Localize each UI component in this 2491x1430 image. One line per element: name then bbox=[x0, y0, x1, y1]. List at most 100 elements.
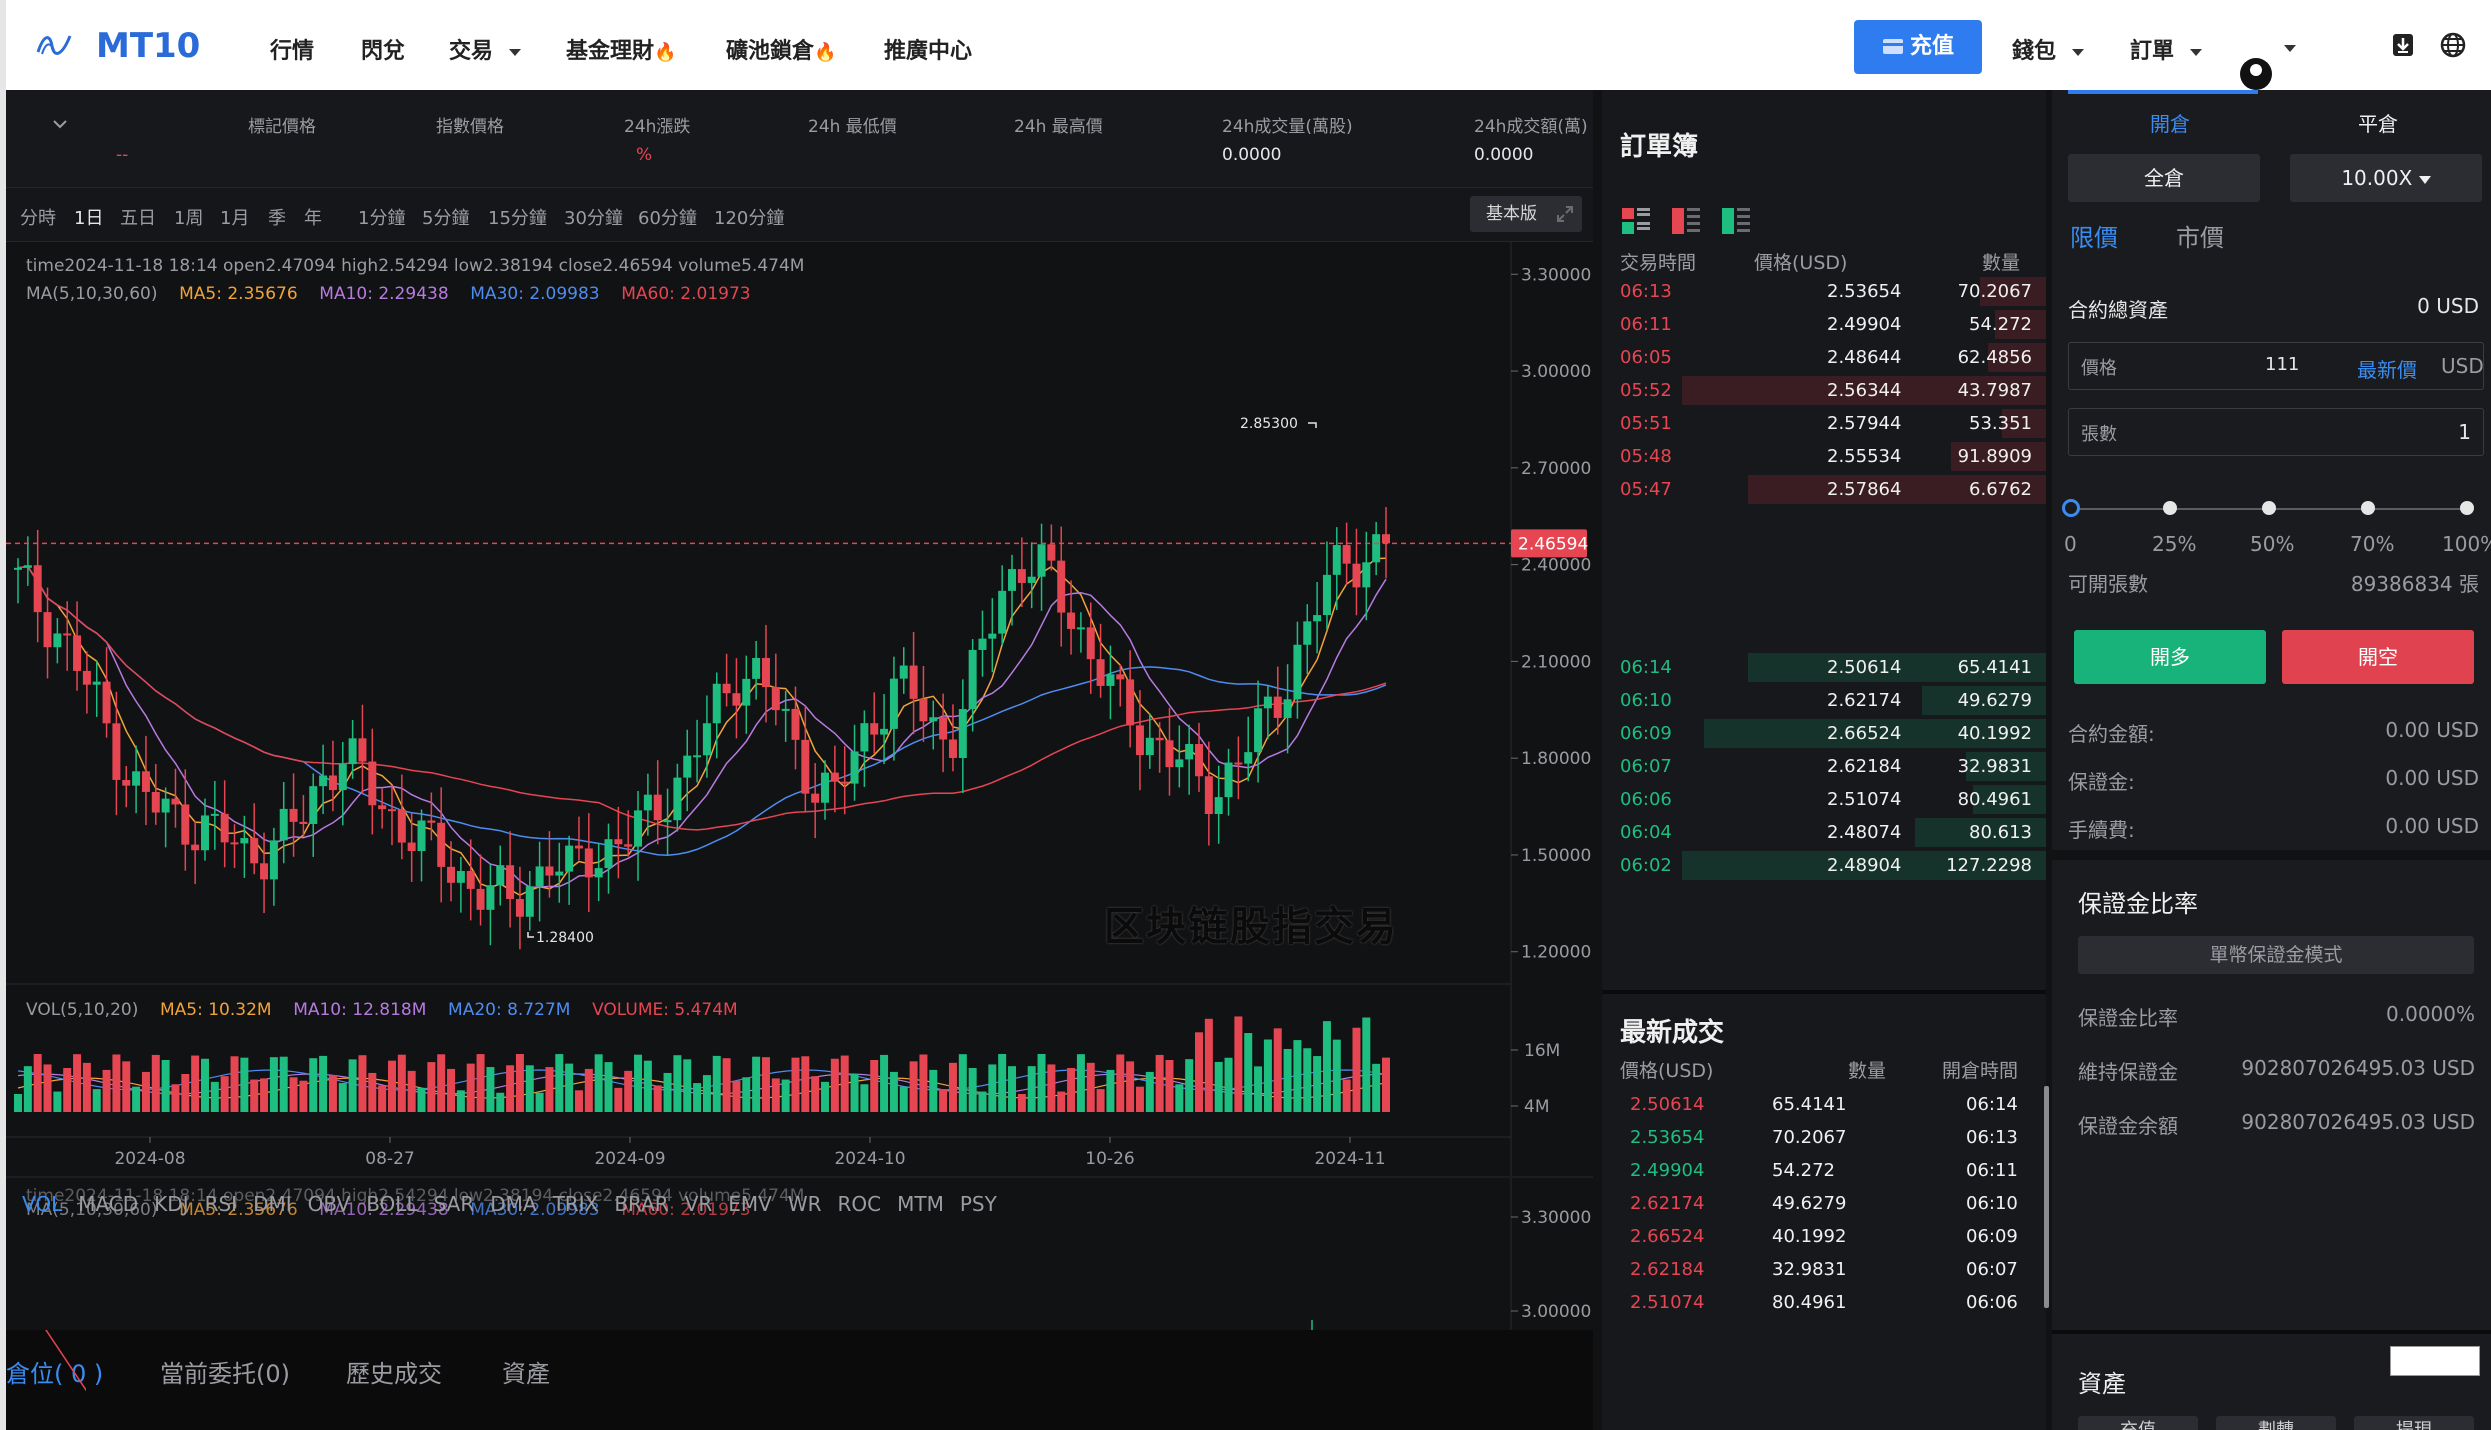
volume-bar bbox=[1283, 1048, 1292, 1112]
transfer-button[interactable]: 劃轉 bbox=[2216, 1416, 2336, 1430]
open-short-button[interactable]: 開空 bbox=[2282, 630, 2474, 684]
tab-positions[interactable]: 倉位( 0 ) bbox=[6, 1360, 104, 1388]
order-price: 2.66524 bbox=[1827, 723, 1902, 744]
tab-history[interactable]: 歷史成交 bbox=[346, 1360, 442, 1388]
indicator-tab-trix[interactable]: TRIX bbox=[552, 1192, 599, 1216]
period-5d[interactable]: 五日 bbox=[120, 208, 156, 229]
indicator-tab-macd[interactable]: MACD bbox=[78, 1192, 139, 1216]
leverage-button[interactable]: 10.00X bbox=[2290, 154, 2482, 202]
indicator-tab-vr[interactable]: VR bbox=[684, 1192, 713, 1216]
nav-swap[interactable]: 閃兌 bbox=[361, 39, 406, 64]
indicator-tab-dma[interactable]: DMA bbox=[490, 1192, 537, 1216]
interval-120m[interactable]: 120分鐘 bbox=[714, 208, 785, 229]
slider-handle[interactable] bbox=[2062, 499, 2080, 517]
bid-row[interactable]: 06:02 2.48904 127.2298 bbox=[1602, 850, 2046, 880]
book-both-icon[interactable] bbox=[1622, 208, 1650, 234]
order-type-limit[interactable]: 限價 bbox=[2070, 224, 2118, 252]
interval-5m[interactable]: 5分鐘 bbox=[422, 208, 470, 229]
slider-stop-100[interactable] bbox=[2460, 501, 2474, 515]
candle-body bbox=[673, 777, 682, 821]
order-type-market[interactable]: 市價 bbox=[2176, 224, 2224, 252]
download-icon[interactable] bbox=[2390, 32, 2416, 58]
trades-scrollbar[interactable] bbox=[2044, 1086, 2049, 1308]
chevron-down-icon[interactable] bbox=[2284, 45, 2296, 52]
period-year[interactable]: 年 bbox=[304, 208, 322, 229]
nav-promotion[interactable]: 推廣中心 bbox=[884, 39, 973, 64]
interval-60m[interactable]: 60分鐘 bbox=[638, 208, 697, 229]
nav-wallet[interactable]: 錢包 bbox=[2012, 33, 2085, 65]
ask-row[interactable]: 06:11 2.49904 54.272 bbox=[1602, 309, 2046, 339]
indicator-tab-psy[interactable]: PSY bbox=[959, 1192, 997, 1216]
indicator-tab-wr[interactable]: WR bbox=[787, 1192, 822, 1216]
period-1w[interactable]: 1周 bbox=[174, 208, 204, 229]
indicator-tab-rsi[interactable]: RSI bbox=[204, 1192, 238, 1216]
ask-row[interactable]: 06:13 2.53654 70.2067 bbox=[1602, 276, 2046, 306]
indicator-tab-obv[interactable]: OBV bbox=[307, 1192, 351, 1216]
interval-15m[interactable]: 15分鐘 bbox=[488, 208, 547, 229]
ask-row[interactable]: 05:47 2.57864 6.6762 bbox=[1602, 474, 2046, 504]
deposit-button[interactable]: 充值 bbox=[2078, 1416, 2198, 1430]
lots-input[interactable]: 張數 1 bbox=[2068, 408, 2484, 456]
indicator-tab-vol[interactable]: VOL bbox=[22, 1192, 63, 1216]
ask-row[interactable]: 05:48 2.55534 91.8909 bbox=[1602, 441, 2046, 471]
nav-pool[interactable]: 礦池鎖倉🔥 bbox=[726, 33, 836, 65]
interval-1m[interactable]: 1分鐘 bbox=[358, 208, 406, 229]
margin-mode-button[interactable]: 全倉 bbox=[2068, 154, 2260, 202]
depth-bar bbox=[1682, 851, 2046, 880]
nav-trade[interactable]: 交易 bbox=[449, 33, 522, 65]
indicator-tab-emv[interactable]: EMV bbox=[728, 1192, 772, 1216]
volume-bar bbox=[1057, 1091, 1066, 1112]
ohlc-info: time2024-11-18 18:14 open2.47094 high2.5… bbox=[26, 256, 805, 276]
price-input[interactable]: 價格 111 最新價 USD bbox=[2068, 342, 2484, 390]
ask-row[interactable]: 05:52 2.56344 43.7987 bbox=[1602, 375, 2046, 405]
indicator-tab-mtm[interactable]: MTM bbox=[897, 1192, 944, 1216]
tab-open-orders[interactable]: 當前委托(0) bbox=[160, 1360, 290, 1388]
withdraw-button[interactable]: 提現 bbox=[2354, 1416, 2474, 1430]
globe-icon[interactable] bbox=[2440, 32, 2466, 58]
kline-chart[interactable]: time2024-11-18 18:14 open2.47094 high2.5… bbox=[6, 242, 1593, 1330]
book-asks-icon[interactable] bbox=[1672, 208, 1700, 234]
nav-orders[interactable]: 訂單 bbox=[2130, 33, 2203, 65]
indicator-tab-dmi[interactable]: DMI bbox=[253, 1192, 292, 1216]
tab-assets[interactable]: 資產 bbox=[502, 1360, 550, 1388]
nav-fund[interactable]: 基金理財🔥 bbox=[566, 33, 676, 65]
bid-row[interactable]: 06:10 2.62174 49.6279 bbox=[1602, 685, 2046, 715]
nav-market[interactable]: 行情 bbox=[270, 39, 315, 64]
slider-stop-50[interactable] bbox=[2262, 501, 2276, 515]
basic-version-button[interactable]: 基本版 bbox=[1470, 196, 1582, 232]
book-bids-icon[interactable] bbox=[1722, 208, 1750, 234]
chevron-down-icon[interactable] bbox=[52, 118, 68, 130]
user-avatar-icon[interactable] bbox=[2240, 58, 2272, 90]
period-timeshare[interactable]: 分時 bbox=[20, 208, 56, 229]
recharge-button[interactable]: 充值 bbox=[1854, 20, 1982, 74]
contract-amount-value: 0.00 USD bbox=[2385, 718, 2479, 742]
bid-row[interactable]: 06:06 2.51074 80.4961 bbox=[1602, 784, 2046, 814]
bid-row[interactable]: 06:07 2.62184 32.9831 bbox=[1602, 751, 2046, 781]
period-1d[interactable]: 1日 bbox=[74, 208, 104, 229]
volume-bar bbox=[948, 1062, 957, 1112]
period-1m[interactable]: 1月 bbox=[220, 208, 250, 229]
bid-row[interactable]: 06:09 2.66524 40.1992 bbox=[1602, 718, 2046, 748]
indicator-tab-kdj[interactable]: KDJ bbox=[154, 1192, 189, 1216]
indicator-tab-brar[interactable]: BRAR bbox=[614, 1192, 669, 1216]
tab-open[interactable]: 開倉 bbox=[2150, 112, 2190, 136]
volume-bar bbox=[1135, 1086, 1144, 1112]
indicator-tab-boll[interactable]: BOLL bbox=[366, 1192, 418, 1216]
bid-row[interactable]: 06:14 2.50614 65.4141 bbox=[1602, 652, 2046, 682]
interval-30m[interactable]: 30分鐘 bbox=[564, 208, 623, 229]
tab-close[interactable]: 平倉 bbox=[2358, 112, 2398, 136]
latest-price-link[interactable]: 最新價 bbox=[2357, 358, 2417, 382]
latest-trades: 最新成交 價格(USD) 數量 開倉時間 2.50614 65.4141 06:14… bbox=[1602, 990, 2046, 1430]
slider-stop-25[interactable] bbox=[2163, 501, 2177, 515]
slider-stop-70[interactable] bbox=[2361, 501, 2375, 515]
bid-row[interactable]: 06:04 2.48074 80.613 bbox=[1602, 817, 2046, 847]
single-margin-mode-button[interactable]: 單幣保證金模式 bbox=[2078, 936, 2474, 974]
ask-row[interactable]: 05:51 2.57944 53.351 bbox=[1602, 408, 2046, 438]
logo-text[interactable]: MT10 bbox=[96, 26, 201, 66]
indicator-tab-roc[interactable]: ROC bbox=[837, 1192, 882, 1216]
ask-row[interactable]: 06:05 2.48644 62.4856 bbox=[1602, 342, 2046, 372]
indicator-tab-sar[interactable]: SAR bbox=[433, 1192, 475, 1216]
candle-body bbox=[939, 717, 948, 740]
period-quarter[interactable]: 季 bbox=[268, 208, 286, 229]
open-long-button[interactable]: 開多 bbox=[2074, 630, 2266, 684]
